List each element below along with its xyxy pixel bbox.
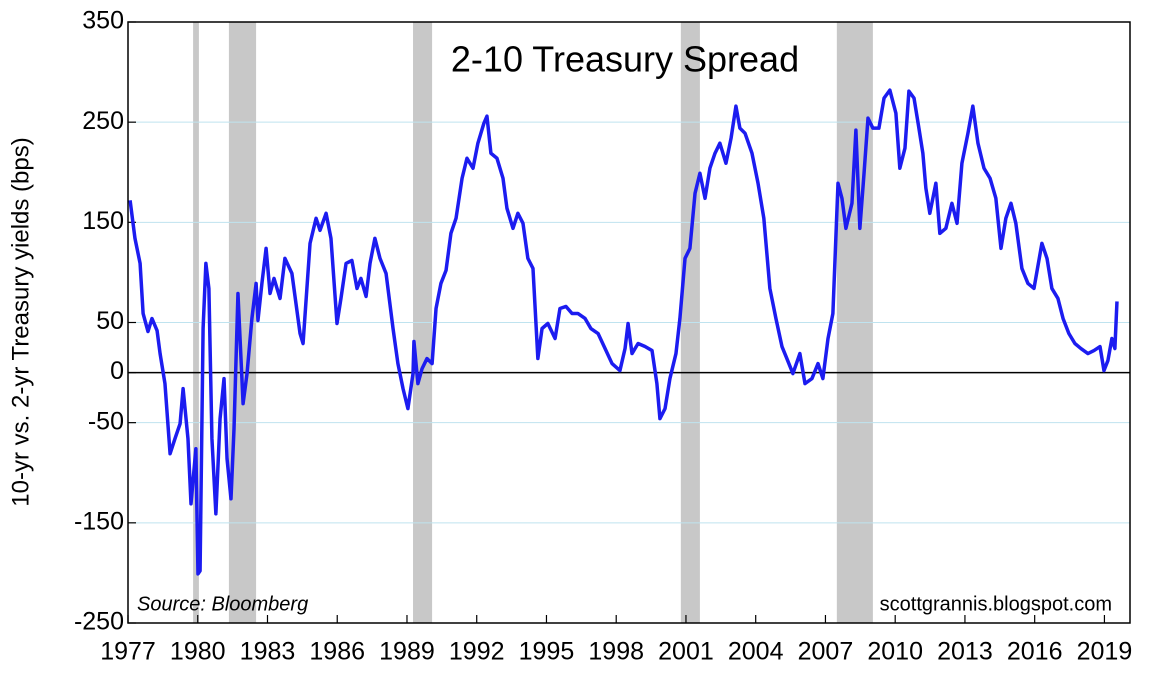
x-tick-label: 2001 [658, 638, 714, 666]
spread-line [128, 88, 1119, 576]
x-tick-label: 2019 [1077, 638, 1133, 666]
x-tick-label: 1977 [100, 638, 156, 666]
x-tick-label: 1998 [588, 638, 644, 666]
y-tick-label: 250 [82, 107, 124, 135]
y-tick-label: -150 [74, 507, 124, 535]
y-tick-label: -50 [88, 407, 124, 435]
y-tick-label: 0 [110, 357, 124, 385]
x-tick-label: 1989 [379, 638, 435, 666]
source-note: Source: Bloomberg [137, 593, 308, 615]
x-tick-label: 1980 [170, 638, 226, 666]
x-tick-label: 1986 [309, 638, 365, 666]
x-tick-label: 1995 [519, 638, 575, 666]
credit-note: scottgrannis.blogspot.com [880, 593, 1112, 615]
chart-title: 2-10 Treasury Spread [451, 39, 799, 80]
x-tick-label: 2013 [937, 638, 993, 666]
x-tick-label: 1992 [449, 638, 505, 666]
marks [128, 88, 1119, 576]
x-tick-label: 2016 [1007, 638, 1063, 666]
plot-frame [127, 21, 1131, 624]
x-tick-label: 2010 [867, 638, 923, 666]
y-tick-label: 350 [82, 7, 124, 35]
x-tick-label: 2004 [728, 638, 784, 666]
y-tick-label: 150 [82, 207, 124, 235]
y-tick-label: -250 [74, 608, 124, 636]
x-tick-label: 2007 [798, 638, 854, 666]
y-axis-label: 10-yr vs. 2-yr Treasury yields (bps) [7, 137, 34, 506]
x-tick-label: 1983 [240, 638, 296, 666]
y-tick-label: 50 [96, 307, 124, 335]
